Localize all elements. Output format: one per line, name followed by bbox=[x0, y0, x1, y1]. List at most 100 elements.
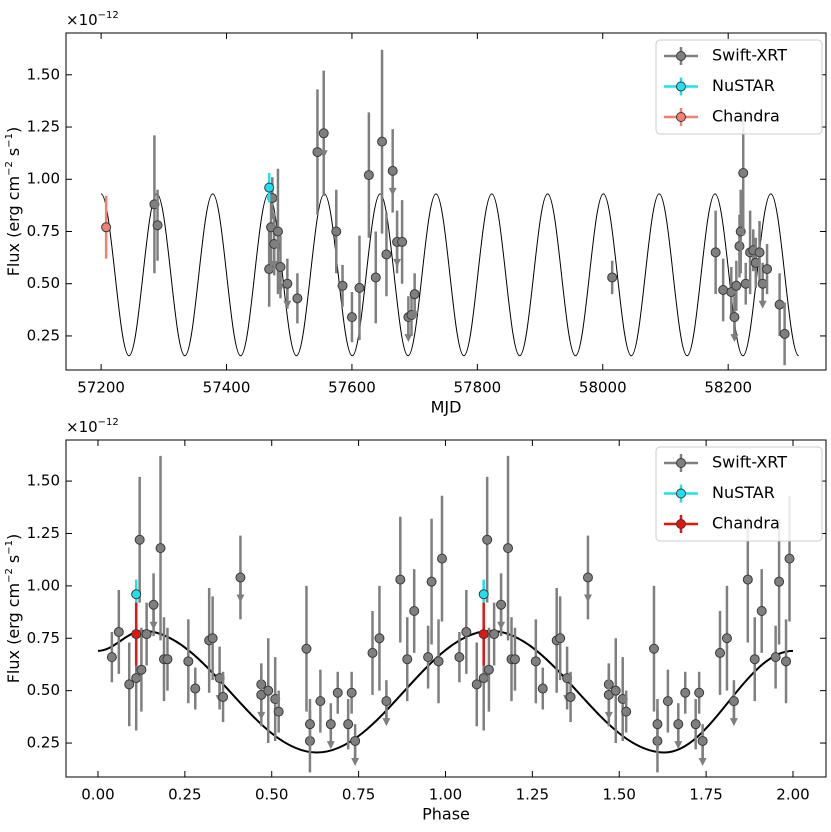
y-axis-label-part: s bbox=[4, 148, 23, 161]
upper-limit-head bbox=[351, 757, 360, 766]
legend-swatch-marker bbox=[676, 112, 686, 122]
data-point bbox=[680, 687, 691, 698]
data-point bbox=[387, 165, 398, 176]
data-point bbox=[483, 664, 494, 675]
x-tick-label: 2.00 bbox=[776, 786, 809, 804]
data-point bbox=[565, 691, 576, 702]
data-point bbox=[136, 664, 147, 675]
data-point bbox=[409, 606, 420, 617]
data-point bbox=[555, 633, 566, 644]
data-point bbox=[754, 247, 765, 258]
data-point bbox=[381, 696, 392, 707]
data-point bbox=[331, 226, 342, 237]
x-tick-label: 57200 bbox=[77, 379, 125, 397]
data-point bbox=[131, 589, 142, 600]
y-multiplier-base: ×10 bbox=[66, 11, 98, 29]
data-point bbox=[374, 633, 385, 644]
model-curve bbox=[100, 193, 800, 357]
y-tick-label: 1.00 bbox=[27, 576, 60, 594]
data-point bbox=[471, 679, 482, 690]
data-point bbox=[292, 293, 303, 304]
data-point bbox=[183, 656, 194, 667]
y-tick-label: 0.25 bbox=[27, 326, 60, 344]
upper-limit-head bbox=[257, 711, 266, 720]
legend-swatch-marker bbox=[676, 458, 686, 468]
upper-limit-head bbox=[497, 621, 506, 630]
data-point bbox=[377, 136, 388, 147]
y-axis-label-part: s bbox=[4, 555, 23, 568]
y-tick-label: 0.75 bbox=[27, 222, 60, 240]
upper-limit-head bbox=[410, 311, 419, 320]
data-point bbox=[264, 264, 275, 275]
legend-label: Chandra bbox=[712, 514, 780, 533]
data-point bbox=[152, 220, 163, 231]
x-tick-label: 0.75 bbox=[342, 786, 375, 804]
data-point bbox=[190, 683, 201, 694]
data-point bbox=[770, 652, 781, 663]
data-point bbox=[312, 147, 323, 158]
upper-limit-head bbox=[326, 741, 335, 750]
upper-limit-head bbox=[404, 334, 413, 343]
x-tick-label: 1.25 bbox=[516, 786, 549, 804]
y-tick-label: 1.00 bbox=[27, 170, 60, 188]
data-point bbox=[134, 534, 145, 545]
y-multiplier-base: ×10 bbox=[66, 418, 98, 436]
data-point bbox=[101, 222, 112, 233]
data-point bbox=[301, 643, 312, 654]
data-point bbox=[235, 572, 246, 583]
data-point bbox=[503, 543, 514, 554]
data-point bbox=[343, 719, 354, 730]
x-tick-label: 57800 bbox=[453, 379, 501, 397]
data-point bbox=[710, 247, 721, 258]
upper-limit-head bbox=[758, 300, 767, 309]
data-point bbox=[409, 289, 420, 300]
y-axis-label-part: −1 bbox=[4, 540, 15, 555]
data-point bbox=[762, 264, 773, 275]
y-axis-label-part: ) bbox=[4, 127, 23, 133]
data-point bbox=[756, 606, 767, 617]
upper-limit-head bbox=[729, 718, 738, 727]
y-axis-label: Flux (erg cm−2 s−1) bbox=[4, 127, 23, 277]
y-axis-label-part: −2 bbox=[4, 568, 15, 583]
y-tick-label: 0.50 bbox=[27, 681, 60, 699]
data-point bbox=[381, 249, 392, 260]
data-point bbox=[131, 629, 142, 640]
data-point bbox=[461, 626, 472, 637]
legend-box bbox=[655, 39, 823, 135]
data-point bbox=[774, 299, 785, 310]
panel: 0.00 0.25 0.50 0.75 1.00 1.25 1.50 1.75 2.00 0.25… bbox=[4, 417, 827, 824]
x-tick-label: 58200 bbox=[704, 379, 752, 397]
legend-label: Swift-XRT bbox=[712, 46, 787, 65]
legend-label: NuSTAR bbox=[712, 76, 775, 95]
data-point bbox=[263, 685, 274, 696]
data-point bbox=[784, 553, 795, 564]
data-point bbox=[774, 576, 785, 587]
y-tick-label: 0.25 bbox=[27, 734, 60, 752]
panel: 57200 57400 57600 57800 58000 58200 0.25 0.50 0.… bbox=[4, 10, 827, 417]
data-point bbox=[332, 687, 343, 698]
x-axis-label: MJD bbox=[431, 398, 462, 417]
data-point bbox=[395, 574, 406, 585]
x-tick-label: 58000 bbox=[579, 379, 627, 397]
y-multiplier-exponent: −12 bbox=[98, 10, 119, 21]
data-point bbox=[315, 696, 326, 707]
data-point bbox=[148, 599, 159, 610]
y-tick-label: 1.50 bbox=[27, 65, 60, 83]
data-point bbox=[337, 280, 348, 291]
data-point bbox=[781, 656, 792, 667]
y-axis-label-part: Flux (erg cm bbox=[4, 176, 23, 276]
legend: Swift-XRT NuSTAR Chandra bbox=[655, 446, 823, 542]
legend-swatch-marker bbox=[676, 519, 686, 529]
legend-label: NuSTAR bbox=[712, 483, 775, 502]
upper-limit-head bbox=[583, 594, 592, 603]
y-axis-label-part: ) bbox=[4, 534, 23, 540]
data-point bbox=[779, 328, 790, 339]
data-point bbox=[728, 696, 739, 707]
data-point bbox=[155, 543, 166, 554]
data-point bbox=[621, 706, 632, 717]
data-point bbox=[478, 629, 489, 640]
data-point bbox=[673, 719, 684, 730]
x-tick-label: 0.00 bbox=[81, 786, 114, 804]
plot-frame bbox=[65, 439, 827, 778]
legend: Swift-XRT NuSTAR Chandra bbox=[655, 39, 823, 135]
